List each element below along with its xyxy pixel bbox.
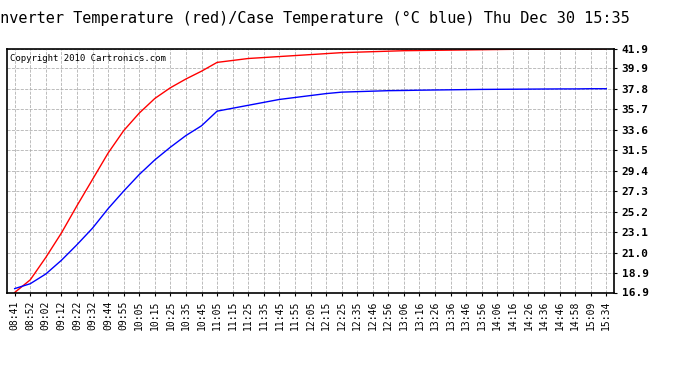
Text: Inverter Temperature (red)/Case Temperature (°C blue) Thu Dec 30 15:35: Inverter Temperature (red)/Case Temperat…	[0, 11, 630, 26]
Text: Copyright 2010 Cartronics.com: Copyright 2010 Cartronics.com	[10, 54, 166, 63]
